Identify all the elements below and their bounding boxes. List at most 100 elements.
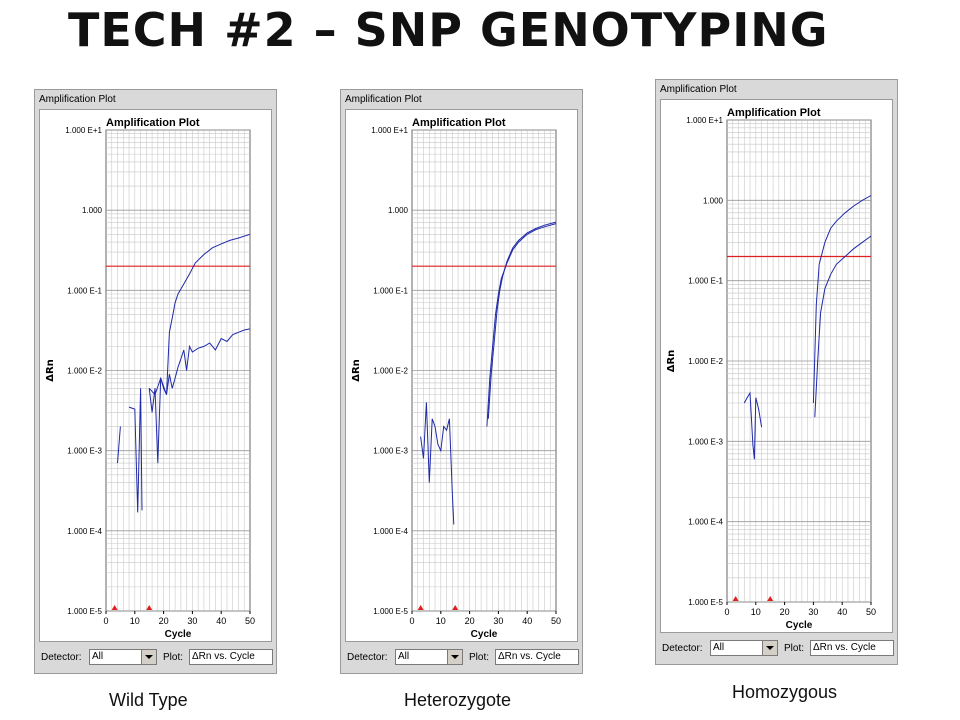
detector-dropdown[interactable]: All — [395, 649, 463, 665]
plot-label: Plot: — [784, 643, 805, 654]
x-tick-label: 30 — [493, 616, 503, 626]
amplification-curve-2 — [814, 235, 872, 418]
amplification-plot-window-heterozygote: Amplification Plot Amplification Plot 1.0… — [340, 89, 583, 674]
y-tick-label: 1.000 E-3 — [373, 447, 408, 456]
plot-type-field[interactable]: ΔRn vs. Cycle — [495, 649, 579, 665]
x-tick-label: 40 — [837, 607, 847, 617]
x-tick-label: 10 — [436, 616, 446, 626]
plot-label: Plot: — [469, 652, 490, 663]
y-axis-label: ΔRn — [666, 350, 677, 373]
plot-type-field[interactable]: ΔRn vs. Cycle — [810, 640, 894, 656]
detector-label: Detector: — [662, 643, 703, 654]
baseline-marker — [767, 596, 774, 601]
y-tick-label: 1.000 E-4 — [373, 527, 408, 536]
plot-type-value: ΔRn vs. Cycle — [813, 642, 876, 653]
plot-type-field[interactable]: ΔRn vs. Cycle — [189, 649, 273, 665]
x-tick-label: 10 — [751, 607, 761, 617]
x-axis-label: Cycle — [471, 629, 498, 640]
x-tick-label: 50 — [245, 616, 255, 626]
x-tick-label: 20 — [780, 607, 790, 617]
detector-value: All — [398, 651, 410, 662]
detector-dropdown[interactable]: All — [89, 649, 157, 665]
detector-value: All — [713, 642, 725, 653]
y-tick-label: 1.000 E+1 — [686, 116, 723, 125]
detector-label: Detector: — [41, 652, 82, 663]
x-tick-label: 0 — [724, 607, 729, 617]
y-tick-label: 1.000 E-5 — [67, 607, 102, 616]
caption-heterozygote: Heterozygote — [404, 690, 512, 710]
chevron-down-icon[interactable] — [762, 641, 777, 655]
baseline-marker — [146, 605, 153, 610]
y-tick-label: 1.000 — [388, 206, 409, 215]
x-tick-label: 20 — [465, 616, 475, 626]
x-tick-label: 20 — [159, 616, 169, 626]
y-tick-label: 1.000 E+1 — [65, 126, 102, 135]
amplification-chart-heterozygote: Amplification Plot 1.000 E+1 1.000 1.000 E-… — [351, 117, 561, 640]
plot-label: Plot: — [163, 652, 184, 663]
x-tick-label: 30 — [808, 607, 818, 617]
footer-bar: Detector: All Plot: ΔRn vs. Cycle — [660, 638, 894, 660]
amplification-chart-homozygous: Amplification Plot 1.000 E+1 1.000 1.000 E-… — [666, 107, 876, 631]
y-tick-label: 1.000 E-2 — [688, 357, 723, 366]
x-tick-label: 50 — [866, 607, 876, 617]
x-tick-label: 10 — [130, 616, 140, 626]
plot-type-value: ΔRn vs. Cycle — [498, 651, 561, 662]
y-tick-label: 1.000 E-5 — [373, 607, 408, 616]
x-tick-label: 50 — [551, 616, 561, 626]
detector-value: All — [92, 651, 104, 662]
y-tick-label: 1.000 E-2 — [373, 367, 408, 376]
x-tick-label: 30 — [187, 616, 197, 626]
amplification-chart-wild-type: Amplification Plot 1.000 E+1 1.000 1.000 E-… — [45, 117, 255, 640]
footer-bar: Detector: All Plot: ΔRn vs. Cycle — [345, 647, 579, 669]
chevron-down-icon[interactable] — [141, 650, 156, 664]
y-tick-label: 1.000 E-3 — [67, 447, 102, 456]
window-title: Amplification Plot — [660, 84, 737, 95]
chart-title: Amplification Plot — [106, 117, 200, 129]
amplification-curve-1 — [148, 233, 251, 464]
amplification-curve-2 — [148, 328, 251, 396]
y-tick-label: 1.000 E-1 — [373, 286, 408, 295]
plot-area: Amplification Plot 1.000 E+1 1.000 1.000 E-… — [345, 109, 578, 642]
y-tick-label: 1.000 E-4 — [67, 527, 102, 536]
plot-area: Amplification Plot 1.000 E+1 1.000 1.000 E-… — [660, 99, 893, 633]
footer-bar: Detector: All Plot: ΔRn vs. Cycle — [39, 647, 273, 669]
amplification-curve-2 — [487, 221, 557, 419]
caption-homozygous: Homozygous — [732, 682, 838, 702]
y-tick-label: 1.000 E-1 — [67, 286, 102, 295]
baseline-marker — [452, 605, 459, 610]
amplification-plot-window-wild-type: Amplification Plot Amplification Plot 1.0… — [34, 89, 277, 674]
amplification-plot-window-homozygous: Amplification Plot Amplification Plot 1.0… — [655, 79, 898, 665]
chart-title: Amplification Plot — [727, 107, 821, 119]
amplification-curve-1 — [812, 195, 872, 404]
plot-type-value: ΔRn vs. Cycle — [192, 651, 255, 662]
x-tick-label: 40 — [522, 616, 532, 626]
x-tick-label: 40 — [216, 616, 226, 626]
slide-title: Tech #2 – SNP Genotyping — [68, 3, 829, 57]
plot-area: Amplification Plot 1.000 E+1 1.000 1.000 E-… — [39, 109, 272, 642]
baseline-marker — [732, 596, 739, 601]
x-tick-label: 0 — [409, 616, 414, 626]
window-title: Amplification Plot — [39, 94, 116, 105]
y-axis-label: ΔRn — [351, 359, 362, 382]
y-tick-label: 1.000 E-1 — [688, 277, 723, 286]
y-tick-label: 1.000 — [82, 206, 103, 215]
detector-dropdown[interactable]: All — [710, 640, 778, 656]
y-tick-label: 1.000 E-2 — [67, 367, 102, 376]
y-tick-label: 1.000 E-5 — [688, 598, 723, 607]
amplification-curve-1 — [743, 391, 763, 460]
x-axis-label: Cycle — [786, 620, 813, 631]
y-tick-label: 1.000 E-3 — [688, 437, 723, 446]
baseline-marker — [111, 605, 118, 610]
y-tick-label: 1.000 E-4 — [688, 518, 723, 527]
x-axis-label: Cycle — [165, 629, 192, 640]
amplification-curve-1 — [117, 426, 121, 464]
y-tick-label: 1.000 E+1 — [371, 126, 408, 135]
x-tick-label: 0 — [103, 616, 108, 626]
baseline-marker — [417, 605, 424, 610]
caption-wild-type: Wild Type — [109, 690, 188, 710]
detector-label: Detector: — [347, 652, 388, 663]
window-title: Amplification Plot — [345, 94, 422, 105]
y-tick-label: 1.000 — [703, 196, 724, 205]
chevron-down-icon[interactable] — [447, 650, 462, 664]
chart-title: Amplification Plot — [412, 117, 506, 129]
